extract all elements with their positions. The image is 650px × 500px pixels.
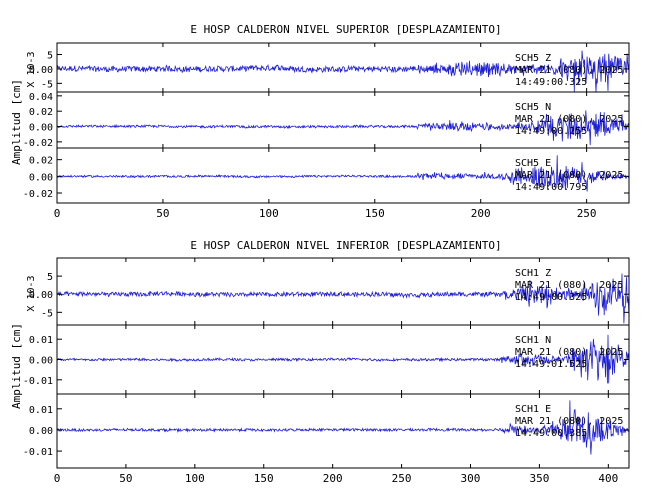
y-axis-label: Amplitud [cm] [10,79,23,165]
y-tick-label: 0.00 [29,65,53,76]
x-tick-label: 200 [323,472,343,485]
station-annotation: MAR 21 (080), 2025 [515,280,623,291]
y-tick-label: 0.00 [29,123,53,134]
station-annotation: SCH5 Z [515,53,551,64]
y-tick-label: 0.00 [29,172,53,183]
x-tick-label: 350 [529,472,549,485]
station-annotation: 14:49:01.525 [515,359,587,370]
y-tick-label: 5 [47,51,53,62]
y-tick-label: 0.01 [29,335,53,346]
scale-label: X 10-3 [26,51,37,87]
station-annotation: MAR 21 (080), 2025 [515,114,623,125]
y-tick-label: -5 [41,79,53,90]
y-tick-label: 0.01 [29,405,53,416]
x-tick-label: 200 [471,207,491,220]
station-annotation: SCH1 E [515,404,551,415]
y-tick-label: 0.00 [29,426,53,437]
station-annotation: 14:49:00.255 [515,126,587,137]
chart-superior: E HOSP CALDERON NIVEL SUPERIOR [DESPLAZA… [10,23,630,220]
station-annotation: MAR 21 (080), 2025 [515,347,623,358]
station-annotation: SCH1 Z [515,268,551,279]
x-tick-label: 50 [119,472,132,485]
station-annotation: 14:49:00.325 [515,77,587,88]
waveform-line [56,50,630,93]
y-tick-label: -0.01 [23,447,53,458]
station-annotation: SCH5 N [515,102,551,113]
station-annotation: 14:49:00.385 [515,428,587,439]
station-annotation: MAR 21 (080), 2025 [515,170,623,181]
panel-frame [56,147,630,204]
y-tick-label: 0.00 [29,356,53,367]
station-annotation: 14:49:00.795 [515,182,587,193]
waveform-line [56,400,630,455]
y-axis-label: Amplitud [cm] [10,323,23,409]
x-tick-label: 250 [392,472,412,485]
y-tick-label: 0.02 [29,107,53,118]
y-tick-label: -0.02 [23,138,53,149]
y-tick-label: -0.02 [23,189,53,200]
station-annotation: SCH5 E [515,158,551,169]
station-annotation: MAR 21 (080), 2025 [515,65,623,76]
y-tick-label: 0.00 [29,290,53,301]
x-tick-label: 150 [365,207,385,220]
x-tick-label: 300 [461,472,481,485]
waveform-line [56,155,630,192]
y-tick-label: 5 [47,272,53,283]
x-tick-label: 250 [577,207,597,220]
panel-frame [56,393,630,469]
x-tick-label: 50 [156,207,169,220]
x-tick-label: 150 [254,472,274,485]
x-tick-label: 100 [185,472,205,485]
y-tick-label: 0.02 [29,156,53,167]
station-annotation: MAR 21 (080), 2025 [515,416,623,427]
waveform-line [56,273,630,324]
x-tick-label: 0 [54,207,61,220]
station-annotation: 14:49:00.325 [515,292,587,303]
waveform-line [56,334,630,384]
chart-title: E HOSP CALDERON NIVEL SUPERIOR [DESPLAZA… [190,23,501,36]
y-tick-label: 0.04 [29,92,53,103]
chart-title: E HOSP CALDERON NIVEL INFERIOR [DESPLAZA… [190,239,501,252]
y-tick-label: -0.01 [23,376,53,387]
scale-label: X 10-3 [26,275,37,311]
chart-inferior: E HOSP CALDERON NIVEL INFERIOR [DESPLAZA… [10,239,630,485]
x-tick-label: 100 [259,207,279,220]
waveform-line [56,110,630,146]
x-tick-label: 400 [598,472,618,485]
x-tick-label: 0 [54,472,61,485]
station-annotation: SCH1 N [515,335,551,346]
y-tick-label: -5 [41,308,53,319]
